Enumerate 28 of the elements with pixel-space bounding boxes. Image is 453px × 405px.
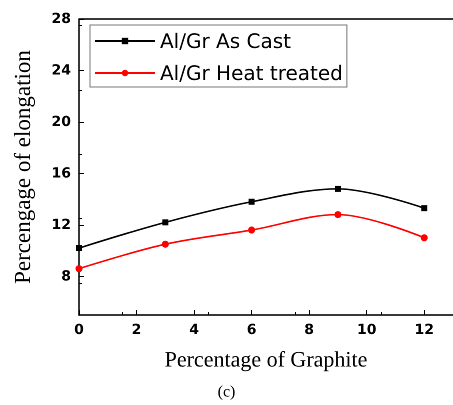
point <box>248 198 255 205</box>
point <box>421 205 428 212</box>
point <box>420 234 428 242</box>
y-tick-label: 20 <box>52 114 72 130</box>
x-tick-label: 2 <box>132 322 142 338</box>
point <box>76 265 82 272</box>
y-axis-title: Percengage of elongation <box>10 50 35 284</box>
point <box>162 219 168 226</box>
x-tick-label: 6 <box>246 322 256 338</box>
x-tick-label: 12 <box>414 322 434 338</box>
y-tick-label: 8 <box>61 268 71 284</box>
legend-label: Al/Gr Heat treated <box>160 61 343 85</box>
x-tick-label: 4 <box>189 322 200 338</box>
point <box>76 245 82 252</box>
legend-label: Al/Gr As Cast <box>160 29 292 53</box>
x-tick-label: 0 <box>74 322 84 338</box>
point <box>334 211 342 218</box>
point <box>162 240 169 248</box>
y-tick-label: 28 <box>52 11 71 27</box>
y-tick-label: 12 <box>52 216 71 233</box>
y-tick-label: 16 <box>52 165 71 182</box>
x-axis-title: Percentage of Graphite <box>164 346 368 372</box>
y-tick-label: 24 <box>52 62 72 78</box>
text: (c) <box>218 384 236 400</box>
x-tick-label: 10 <box>356 322 377 338</box>
point <box>248 226 256 234</box>
point <box>334 186 341 192</box>
x-tick-label: 8 <box>304 322 314 338</box>
